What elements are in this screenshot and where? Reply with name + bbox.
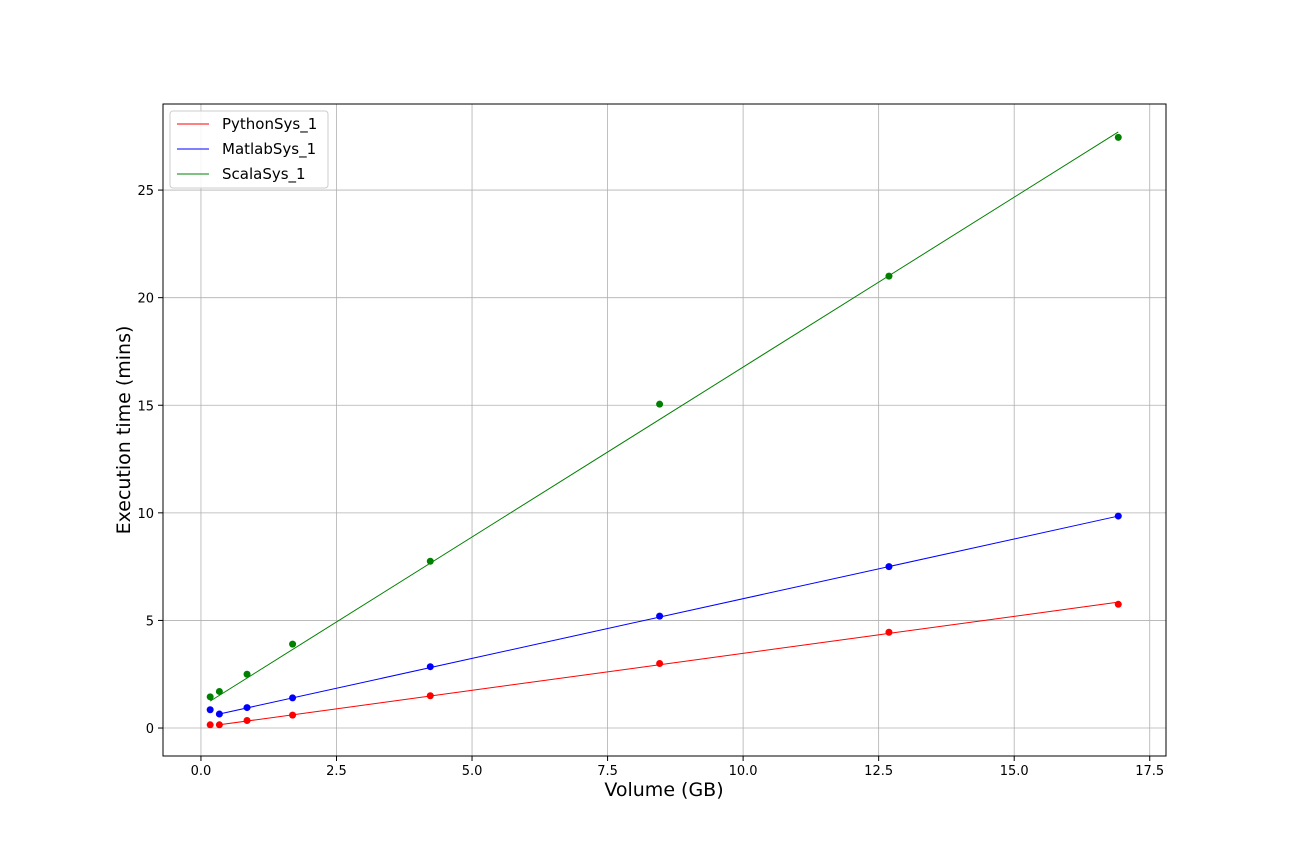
- data-point-series-1: [426, 663, 434, 671]
- data-point-series-1: [656, 612, 664, 620]
- y-tick-label: 25: [137, 184, 154, 199]
- data-point-series-1: [215, 710, 223, 718]
- x-axis-label: Volume (GB): [604, 779, 723, 801]
- data-point-series-2: [885, 272, 893, 280]
- legend-label: ScalaSys_1: [222, 165, 306, 184]
- data-point-series-2: [289, 640, 297, 648]
- data-point-series-0: [289, 711, 297, 719]
- y-tick-label: 5: [146, 614, 154, 629]
- legend-label: PythonSys_1: [222, 115, 317, 134]
- x-axis-ticks: 0.0 2.5 5.0 7.5 10.0 12.5 15.0 17.5: [191, 756, 1164, 779]
- x-tick-label: 2.5: [326, 764, 347, 779]
- data-point-series-0: [243, 716, 251, 724]
- series-line-2: [209, 131, 1119, 702]
- plot-frame: [162, 103, 1167, 757]
- data-point-series-0: [206, 721, 214, 729]
- data-point-series-0: [656, 659, 664, 667]
- data-point-series-2: [243, 670, 251, 678]
- data-point-series-2: [656, 400, 664, 408]
- x-tick-label: 17.5: [1135, 764, 1164, 779]
- data-point-series-1: [885, 563, 893, 571]
- x-tick-label: 10.0: [729, 764, 758, 779]
- legend-box: [169, 110, 329, 189]
- y-tick-label: 0: [146, 722, 154, 737]
- series-line-0: [219, 601, 1119, 726]
- data-point-series-0: [1114, 600, 1122, 608]
- data-point-series-2: [426, 557, 434, 565]
- series-points: [206, 133, 1122, 729]
- data-point-series-2: [215, 687, 223, 695]
- legend: PythonSys_1 MatlabSys_1 ScalaSys_1: [169, 110, 329, 189]
- y-tick-label: 15: [137, 399, 154, 414]
- x-tick-label: 0.0: [191, 764, 212, 779]
- x-tick-label: 12.5: [864, 764, 893, 779]
- legend-label: MatlabSys_1: [222, 140, 316, 159]
- y-tick-label: 10: [137, 507, 154, 522]
- series-lines: [209, 131, 1119, 726]
- y-axis-label: Execution time (mins): [113, 326, 135, 535]
- x-tick-label: 7.5: [597, 764, 618, 779]
- y-axis-ticks: 0 5 10 15 20 25: [137, 184, 163, 737]
- data-point-series-0: [426, 692, 434, 700]
- data-point-series-1: [243, 704, 251, 712]
- series-line-1: [219, 515, 1119, 715]
- grid: [163, 104, 1166, 756]
- data-point-series-0: [215, 721, 223, 729]
- x-tick-label: 15.0: [1000, 764, 1029, 779]
- data-point-series-1: [1114, 512, 1122, 520]
- data-point-series-0: [885, 628, 893, 636]
- data-point-series-1: [289, 694, 297, 702]
- data-point-series-2: [1114, 133, 1122, 141]
- data-point-series-1: [206, 706, 214, 714]
- y-tick-label: 20: [137, 292, 154, 307]
- data-point-series-2: [206, 693, 214, 701]
- x-tick-label: 5.0: [462, 764, 483, 779]
